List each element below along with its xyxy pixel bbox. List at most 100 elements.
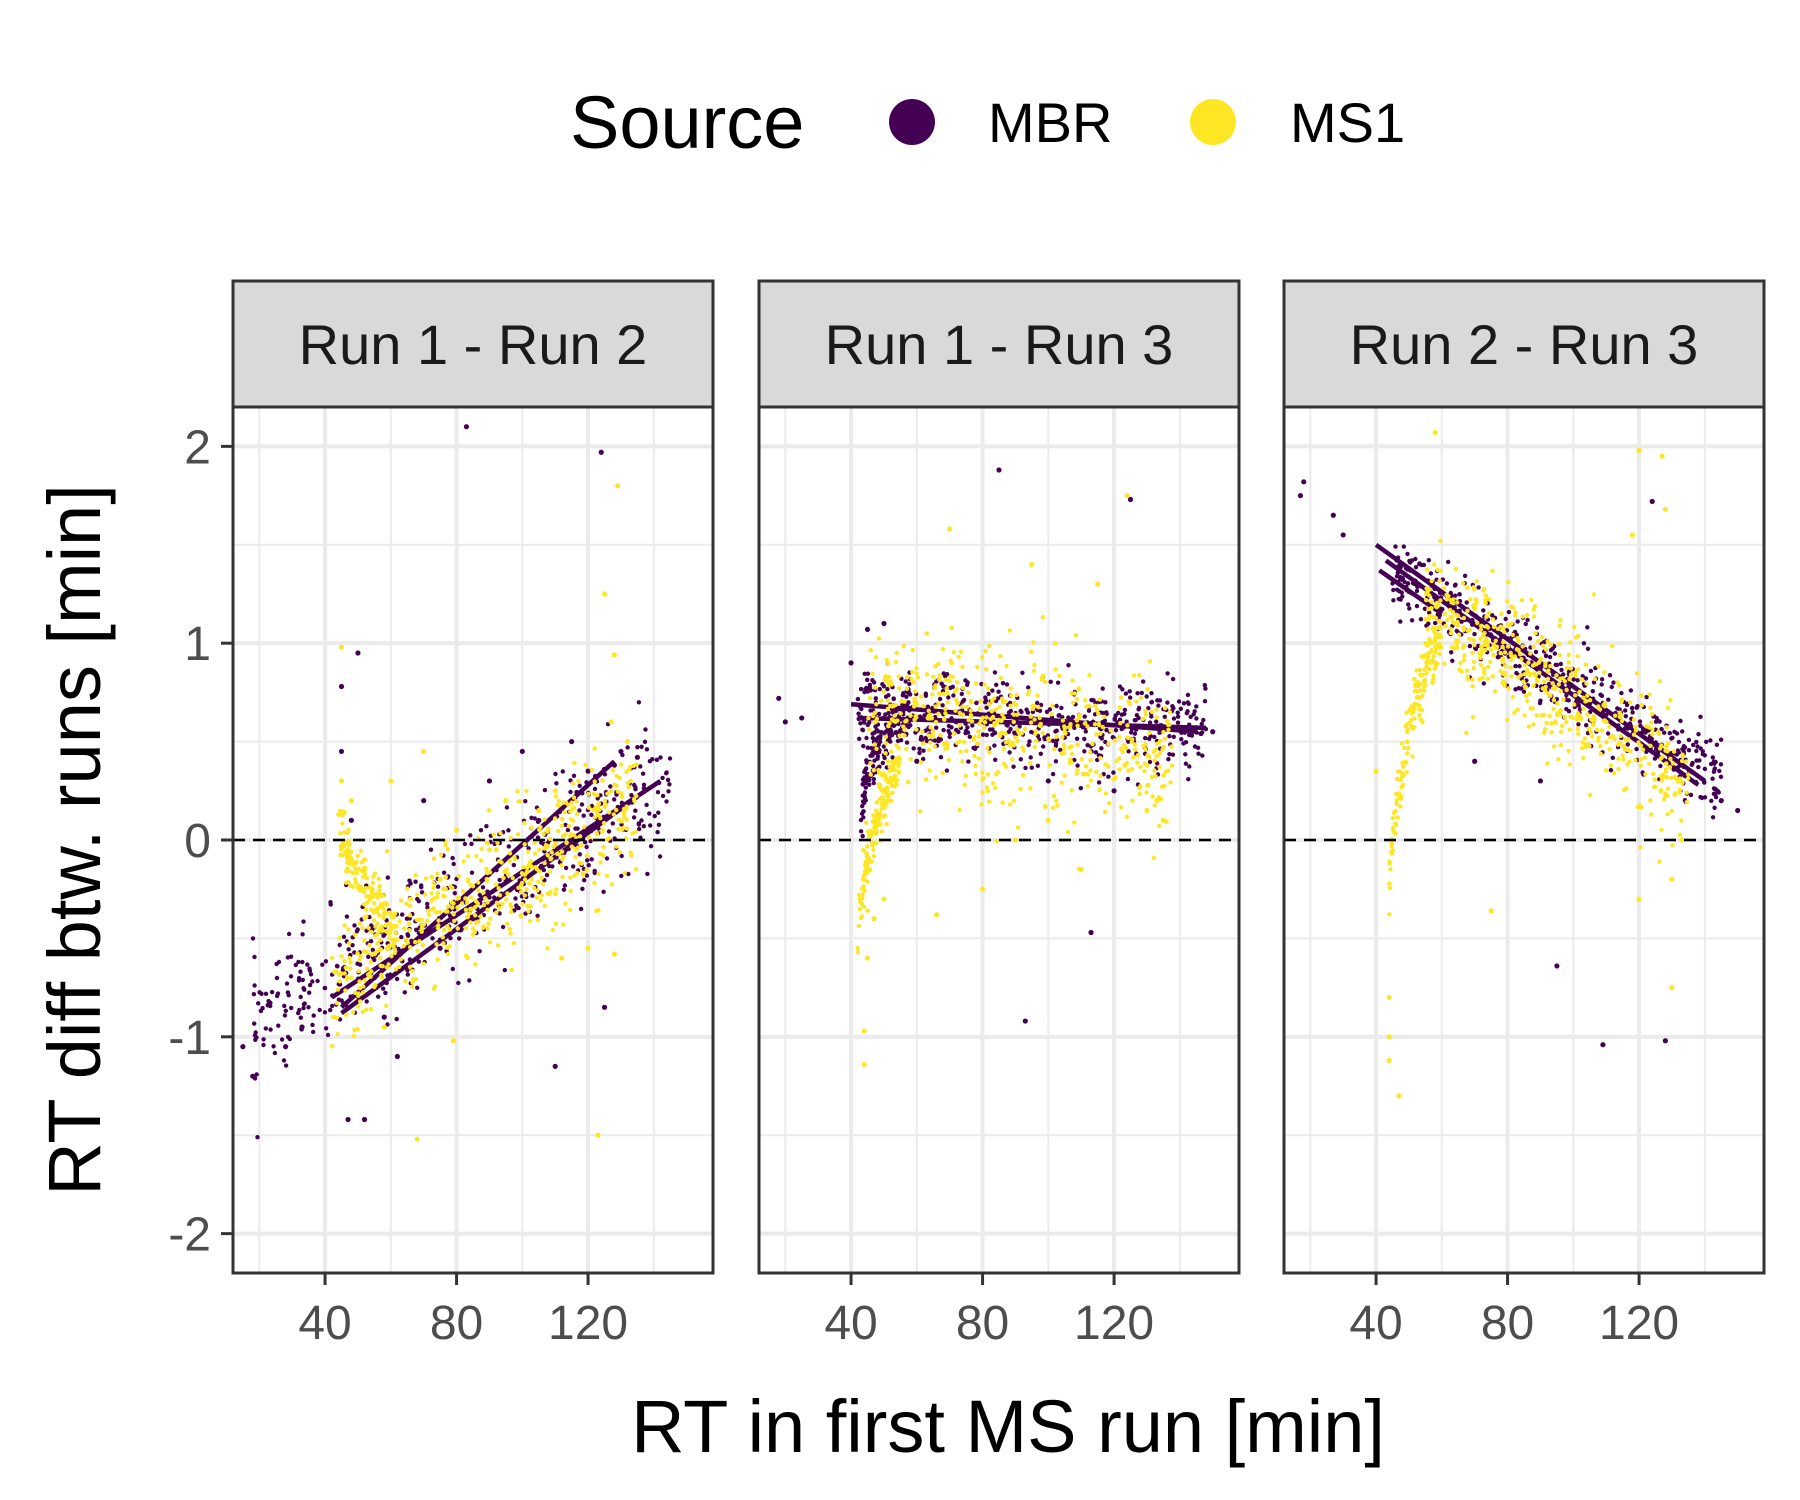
scatter-point [330,955,335,961]
scatter-point [1132,731,1138,736]
scatter-point [1550,686,1556,691]
scatter-point [586,863,591,868]
trend-line [330,779,662,1000]
scatter-point [1149,714,1154,719]
scatter-point [1662,506,1668,512]
scatter-point [545,946,550,951]
scatter-point [1623,714,1629,719]
scatter-point [559,849,565,854]
scatter-point [1149,700,1154,705]
scatter-point [897,760,902,765]
scatter-point [877,686,882,692]
scatter-point [898,711,903,716]
scatter-point [1436,603,1441,608]
scatter-point [855,950,860,955]
scatter-point [980,732,986,737]
scatter-point [432,984,438,989]
scatter-point [1001,746,1007,751]
scatter-point [1491,624,1497,630]
scatter-point [999,730,1004,735]
scatter-point [923,777,929,782]
scatter-point [1574,635,1579,640]
scatter-point [298,994,303,1000]
scatter-point [1103,700,1108,705]
scatter-point [568,778,573,783]
scatter-point [664,799,669,804]
scatter-point [1602,701,1608,706]
scatter-point [504,897,509,902]
scatter-point [874,814,879,819]
scatter-point [546,826,551,831]
scatter-point [1458,660,1463,666]
scatter-point [873,724,878,729]
scatter-point [962,782,967,788]
scatter-point [1669,985,1675,991]
scatter-point [338,831,343,836]
scatter-point [1427,666,1432,672]
scatter-point [1638,743,1644,748]
scatter-point [1558,661,1564,667]
scatter-point [1059,780,1064,785]
scatter-point [365,900,370,905]
scatter-point [334,1015,340,1020]
scatter-point [431,896,437,901]
scatter-point [1143,708,1148,713]
scatter-point [1125,776,1131,782]
scatter-point [334,1000,340,1006]
scatter-point [479,858,484,863]
scatter-point [1010,757,1015,762]
scatter-point [874,808,879,813]
scatter-point [860,803,865,809]
scatter-point [1062,746,1067,751]
scatter-point [337,936,342,941]
scatter-point [1444,592,1449,598]
scatter-point [1032,744,1038,750]
scatter-point [856,711,861,716]
scatter-point [1669,876,1675,882]
scatter-point [948,685,953,691]
scatter-point [1711,791,1717,796]
scatter-point [1506,609,1512,615]
scatter-point [598,816,603,821]
scatter-point [335,964,340,969]
scatter-point [352,923,357,928]
scatter-point [928,725,933,730]
scatter-point [1640,747,1646,752]
scatter-point [565,827,571,833]
scatter-point [955,701,960,706]
scatter-point [384,965,390,970]
scatter-point [1677,832,1683,837]
scatter-point [547,836,553,842]
scatter-point [984,715,989,720]
scatter-point [1203,686,1208,691]
scatter-point [1448,626,1453,632]
scatter-point [1573,673,1578,678]
scatter-point [1438,598,1443,603]
scatter-point [889,682,894,687]
scatter-point [1512,613,1518,618]
scatter-point [553,921,559,926]
scatter-point [1486,597,1492,602]
scatter-point [357,888,362,893]
scatter-point [388,910,393,916]
scatter-point [431,885,436,890]
scatter-point [982,720,988,725]
scatter-point [1537,778,1544,784]
scatter-point [983,700,988,705]
scatter-point [1132,742,1138,747]
scatter-point [1510,605,1516,610]
scatter-point [1427,610,1432,615]
scatter-point [1438,568,1443,573]
scatter-point [1003,740,1009,745]
scatter-point [1464,668,1470,673]
scatter-point [1575,654,1580,659]
scatter-point [478,914,484,919]
scatter-point [1680,746,1685,752]
scatter-point [1094,707,1100,712]
scatter-point [1028,720,1034,725]
scatter-point [361,1116,368,1123]
scatter-point [252,983,257,988]
scatter-point [967,734,972,739]
scatter-point [1106,764,1111,769]
scatter-point [345,848,351,854]
